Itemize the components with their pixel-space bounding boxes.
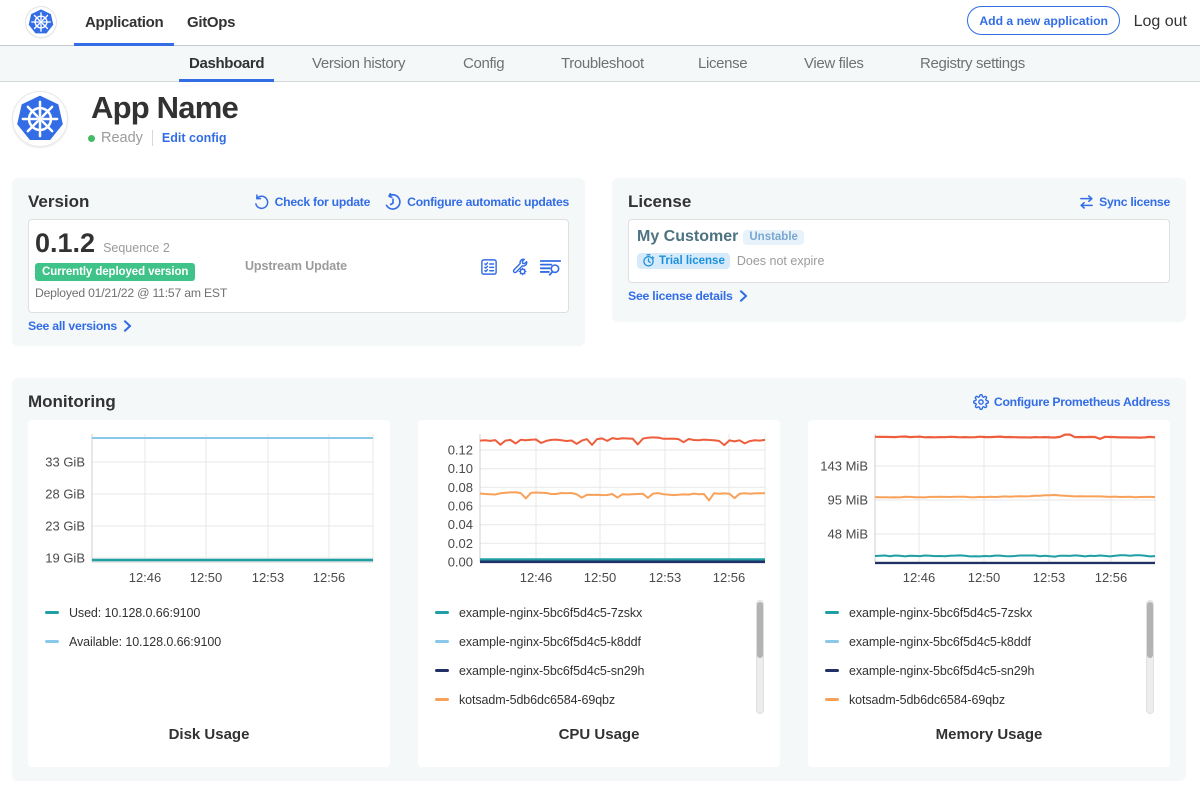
svg-text:12:46: 12:46 [903, 570, 936, 585]
svg-text:33 GiB: 33 GiB [45, 455, 85, 470]
svg-text:0.08: 0.08 [448, 480, 473, 495]
svg-text:12:53: 12:53 [252, 570, 285, 585]
svg-text:12:56: 12:56 [313, 570, 346, 585]
svg-text:28 GiB: 28 GiB [45, 487, 85, 502]
svg-text:23 GiB: 23 GiB [45, 519, 85, 534]
svg-text:0.04: 0.04 [448, 517, 473, 532]
svg-text:0.06: 0.06 [448, 499, 473, 514]
svg-text:12:46: 12:46 [520, 570, 553, 585]
svg-text:0.12: 0.12 [448, 443, 473, 458]
svg-text:0.10: 0.10 [448, 461, 473, 476]
svg-text:12:50: 12:50 [190, 570, 223, 585]
svg-text:12:53: 12:53 [1033, 570, 1066, 585]
svg-text:12:53: 12:53 [649, 570, 682, 585]
svg-text:143 MiB: 143 MiB [820, 459, 868, 474]
svg-text:12:46: 12:46 [129, 570, 162, 585]
svg-text:48 MiB: 48 MiB [828, 527, 868, 542]
svg-text:19 GiB: 19 GiB [45, 551, 85, 566]
svg-text:12:56: 12:56 [713, 570, 746, 585]
svg-text:12:50: 12:50 [584, 570, 617, 585]
svg-text:12:50: 12:50 [968, 570, 1001, 585]
svg-text:0.02: 0.02 [448, 536, 473, 551]
svg-text:12:56: 12:56 [1095, 570, 1128, 585]
svg-text:0.00: 0.00 [448, 555, 473, 570]
svg-text:95 MiB: 95 MiB [828, 493, 868, 508]
